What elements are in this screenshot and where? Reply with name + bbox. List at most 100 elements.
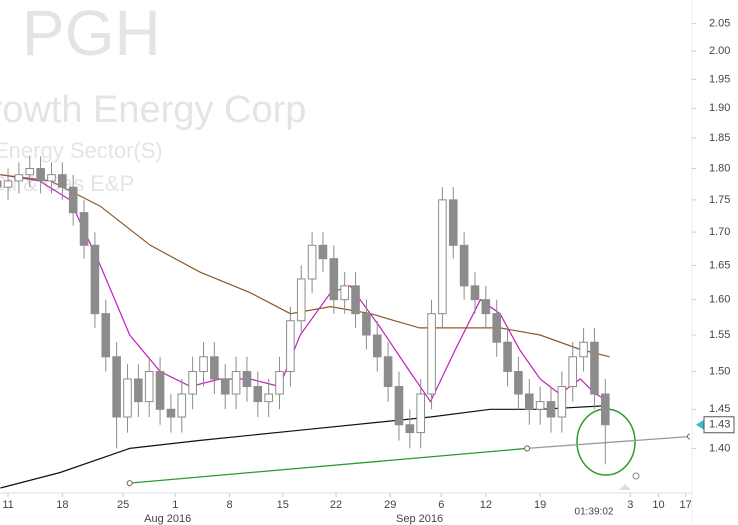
candle-body: [524, 393, 534, 410]
candle-body: [535, 401, 545, 410]
candle-body: [329, 258, 339, 301]
candle-body: [546, 401, 556, 418]
candle-body: [427, 313, 436, 395]
candle-body: [210, 356, 219, 380]
watermark-ticker: PGH: [22, 0, 161, 69]
candle-body: [3, 180, 13, 188]
candle-body: [188, 371, 197, 395]
candle-body: [112, 356, 121, 418]
y-tick-label: 1.70: [709, 226, 730, 238]
trend-handle: [126, 480, 133, 487]
watermark-sector: Energy Sector(S): [0, 138, 163, 163]
candle-body: [448, 199, 458, 246]
candle-body: [579, 341, 588, 358]
x-tick-label: 10: [652, 499, 664, 511]
time-label: 01:39:02: [575, 507, 614, 518]
candle-body: [383, 356, 393, 387]
y-tick-label: 1.95: [709, 73, 730, 85]
watermark-company: Growth Energy Corp: [0, 89, 306, 131]
x-tick-label: 1: [172, 499, 178, 511]
candle-body: [231, 371, 241, 395]
trend-handle: [524, 445, 531, 452]
trend-line: [129, 447, 528, 484]
candle-body: [58, 174, 67, 188]
y-tick-label: 1.45: [709, 403, 730, 415]
x-tick-label: 12: [480, 499, 492, 511]
y-tick-label: 1.60: [709, 294, 730, 306]
moving-average-line: [0, 404, 610, 489]
candle-body: [90, 244, 100, 315]
handle: [632, 472, 640, 480]
y-tick-label: 1.40: [709, 442, 730, 454]
trend-handle: [687, 433, 690, 440]
trend-line: [527, 435, 690, 450]
candle-body: [123, 378, 132, 418]
period-label: Sep 2016: [396, 513, 443, 525]
x-tick-label: 6: [438, 499, 444, 511]
candle-body: [286, 320, 295, 373]
y-tick-label: 1.65: [709, 259, 730, 271]
candle-body: [481, 299, 491, 315]
candle-body: [307, 244, 317, 280]
y-tick-label: 2.10: [709, 0, 730, 3]
x-tick-label: 17: [680, 499, 692, 511]
y-tick-label: 2.00: [709, 45, 730, 57]
x-tick-label: 3: [627, 499, 633, 511]
candle-body: [600, 393, 610, 426]
candle-body: [340, 285, 349, 301]
candle-body: [470, 285, 480, 301]
candle-body: [264, 393, 273, 403]
last-price-pointer: [696, 419, 704, 430]
moving-average-line: [0, 174, 610, 403]
candle-body: [36, 167, 45, 182]
candle-body: [503, 341, 512, 373]
candle-body: [134, 378, 143, 403]
x-tick-label: 18: [56, 499, 68, 511]
y-tick-label: 1.80: [709, 162, 730, 174]
x-tick-label: 19: [534, 499, 546, 511]
y-tick-label: 1.55: [709, 329, 730, 341]
candle-body: [590, 341, 599, 395]
last-price-label: 1.43: [709, 419, 730, 431]
candle-body: [101, 313, 111, 358]
candle-body: [177, 393, 187, 418]
now-marker: [619, 484, 631, 490]
candle-body: [25, 167, 35, 176]
y-tick-label: 1.85: [709, 132, 730, 144]
candle-body: [47, 174, 56, 182]
x-tick-label: 15: [277, 499, 289, 511]
candle-body: [514, 371, 523, 395]
candle-body: [14, 174, 24, 182]
candle-body: [0, 180, 2, 188]
candle-body: [568, 356, 578, 387]
y-tick-label: 1.75: [709, 194, 730, 206]
x-tick-label: 22: [330, 499, 342, 511]
time-box: [570, 505, 618, 519]
candle-body: [438, 199, 447, 315]
y-tick-label: 1.50: [709, 365, 730, 377]
candle-body: [372, 334, 382, 358]
candle-body: [405, 424, 415, 434]
y-tick-label: 1.90: [709, 102, 730, 114]
candle-body: [155, 371, 165, 410]
candle-body: [199, 356, 208, 373]
candle-body: [416, 393, 425, 434]
candle-body: [492, 313, 502, 343]
candle-body: [166, 408, 176, 418]
last-price-box: [703, 416, 735, 434]
x-tick-label: 8: [227, 499, 233, 511]
x-tick-label: 11: [2, 499, 13, 511]
candle-body: [79, 212, 89, 246]
candle-body: [459, 244, 469, 287]
x-tick-label: 29: [384, 499, 396, 511]
x-tick-label: 25: [117, 499, 129, 511]
candle-body: [318, 244, 328, 260]
moving-average-line: [0, 174, 610, 358]
candle-body: [362, 313, 371, 336]
candle-body: [220, 378, 230, 395]
candle-body: [557, 385, 567, 418]
plot: [0, 156, 690, 489]
candle-body: [144, 371, 154, 403]
candle-body: [351, 285, 360, 315]
